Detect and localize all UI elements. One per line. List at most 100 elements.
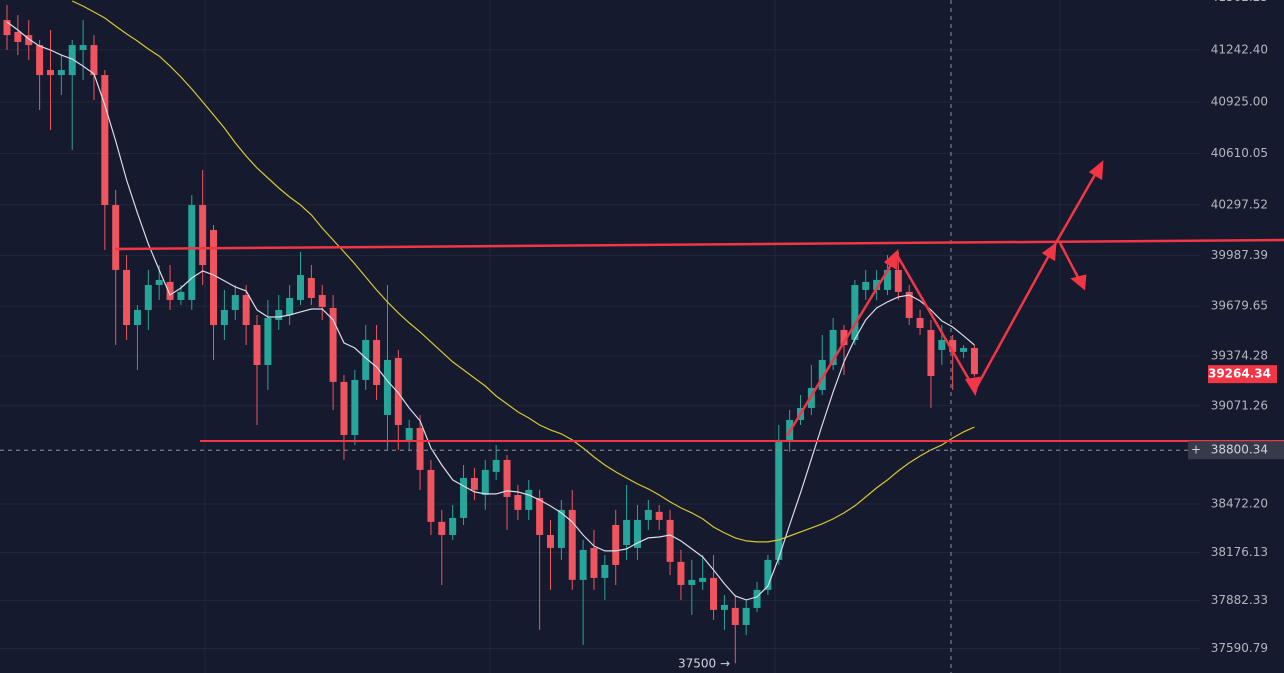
y-tick-label: 41242.40	[1211, 42, 1268, 56]
candle-body	[123, 269, 131, 326]
y-tick-label: 38472.20	[1211, 496, 1268, 510]
candle-body	[394, 357, 402, 426]
candle-body	[731, 607, 739, 625]
candle-body	[960, 347, 968, 352]
candle-body	[144, 285, 152, 310]
candle-body	[720, 604, 728, 610]
y-tick-label: 41562.25	[1211, 0, 1268, 4]
low-annotation: 37500 →	[678, 657, 730, 671]
candle-body	[101, 75, 109, 206]
y-tick-label: 39374.28	[1211, 349, 1268, 363]
candle-body	[460, 477, 468, 518]
candle-body	[829, 329, 837, 366]
candle-body	[14, 31, 22, 42]
marks: 37500 →	[0, 0, 1200, 673]
candle-body	[68, 45, 76, 76]
candle-body	[612, 524, 620, 565]
crosshair-label-box	[1188, 441, 1284, 460]
candle-body	[818, 359, 826, 390]
candle-body	[351, 379, 359, 436]
candle-body	[579, 549, 587, 580]
y-tick-label: 40297.52	[1211, 197, 1268, 211]
candle-body	[970, 347, 978, 375]
candle-body	[699, 577, 707, 582]
candle-body	[155, 279, 163, 286]
candle-body	[492, 459, 500, 472]
candle-body	[46, 69, 54, 76]
y-tick-label: 39987.39	[1211, 248, 1268, 262]
moving-average	[6, 21, 975, 601]
arrowhead	[883, 249, 899, 271]
moving-average	[71, 0, 975, 543]
crosshair-plus: +	[1191, 443, 1201, 457]
candle-body	[329, 307, 337, 382]
candle-body	[644, 509, 652, 520]
candle-body	[536, 497, 544, 535]
candle-body	[264, 317, 272, 366]
candle-body	[862, 281, 870, 290]
candle-body	[503, 459, 511, 497]
arrowhead	[1041, 242, 1057, 262]
last-price-label: 39264.34	[1208, 367, 1271, 381]
candle-body	[623, 519, 631, 545]
candle-body	[938, 339, 946, 350]
candle-body	[188, 205, 196, 300]
y-tick-label: 37882.33	[1211, 593, 1268, 607]
y-tick-label: 40925.00	[1211, 94, 1268, 108]
candle-body	[25, 35, 33, 46]
candle-body	[275, 309, 283, 320]
candle-body	[253, 325, 261, 366]
candle-body	[905, 291, 913, 318]
candle-body	[220, 309, 228, 326]
candle-body	[677, 561, 685, 585]
candle-body	[166, 281, 174, 300]
resistance-line	[114, 238, 1284, 251]
candle-body	[514, 494, 522, 510]
candle-body	[601, 564, 609, 578]
candle-body	[851, 285, 859, 340]
candle-body	[927, 329, 935, 377]
candle-body	[481, 469, 489, 495]
candle-body	[873, 279, 881, 290]
candle-body	[79, 45, 87, 50]
thin-line	[896, 254, 976, 391]
crosshair-label: 38800.34	[1211, 443, 1268, 457]
drawings	[114, 160, 1284, 442]
candle-body	[296, 275, 304, 300]
candle-body	[427, 469, 435, 522]
vertical-grid	[204, 0, 1061, 673]
candle-body	[405, 427, 413, 440]
price-axis: 41562.25 41242.40 40925.00 40610.05 40297.52…	[1188, 0, 1284, 655]
candle-body	[231, 295, 239, 310]
candle-body	[949, 339, 957, 352]
last-price-box	[1208, 365, 1277, 384]
candle-body	[764, 559, 772, 590]
candle-body	[90, 45, 98, 76]
candle-body	[112, 205, 120, 270]
candle-body	[883, 269, 891, 290]
grid	[0, 49, 1200, 649]
candle-body	[916, 317, 924, 328]
candle-body	[655, 511, 663, 520]
candle-body	[470, 477, 478, 490]
candle-body	[775, 439, 783, 560]
candle-body	[177, 291, 185, 300]
candle-body	[525, 489, 533, 510]
candle-body	[590, 547, 598, 578]
candle-body	[633, 519, 641, 548]
candle-body	[373, 339, 381, 386]
candle-body	[416, 427, 424, 470]
candle-body	[894, 269, 902, 292]
candle-body	[688, 579, 696, 585]
candle-body	[742, 607, 750, 625]
candle-body	[340, 381, 348, 436]
candle-body	[133, 309, 141, 326]
candle-body	[547, 534, 554, 548]
candle-body	[210, 229, 218, 326]
candle-body	[362, 339, 370, 380]
candle-body	[438, 521, 446, 535]
candle-body	[199, 205, 207, 266]
candle-body	[307, 277, 315, 298]
